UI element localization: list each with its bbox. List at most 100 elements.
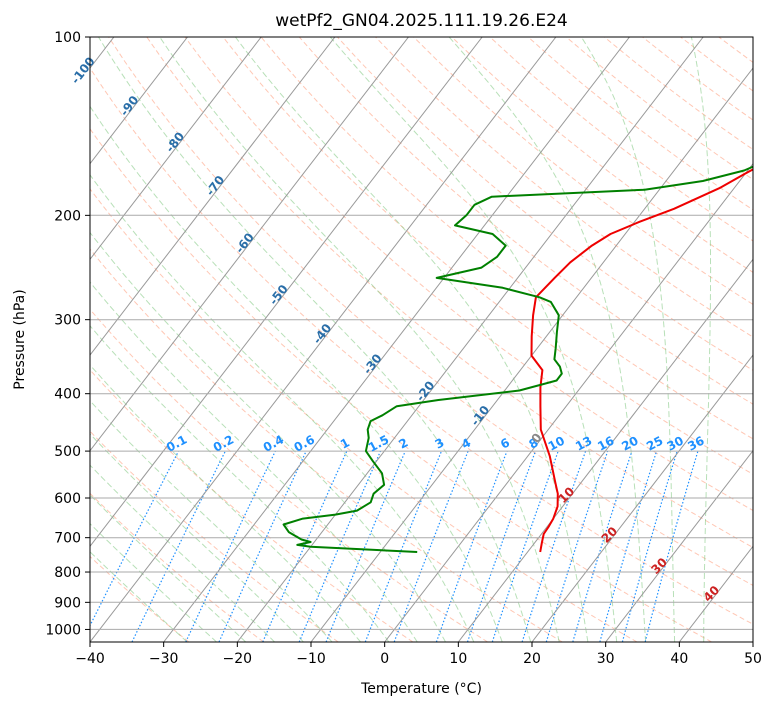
mixing-ratio-line [185,450,276,642]
y-tick-label: 700 [54,531,81,547]
isotherm-line [90,37,262,261]
y-axis: 100 200 300 400 500 600 700 800 900 1000 [45,30,90,638]
mixing-ratio-label: 1 [338,435,352,451]
y-tick-label: 600 [54,491,81,507]
dry-adiabat-line [565,37,753,181]
mixing-ratio-line [435,450,508,642]
series-layer [282,165,753,553]
isotherm-line [457,258,753,642]
isotherm-line [384,162,753,642]
dry-adiabat-line [298,37,753,405]
moist-adiabat-line [90,281,418,642]
mixing-ratio-label: 2 [396,435,410,451]
chart-title: wetPf2_GN04.2025.111.19.26.E24 [275,11,567,31]
x-axis-label: Temperature (°C) [360,681,482,697]
dry-adiabat-line [90,492,264,642]
moist-adiabat-label: 30 [648,555,670,577]
plot-frame [89,36,754,643]
isotherm-line [531,354,753,642]
isotherm-line [90,37,409,452]
x-tick-label: 20 [523,651,541,667]
moist-adiabat-line [90,494,247,642]
moist-adiabat-line [90,551,188,642]
mixing-ratio-line [393,450,469,642]
mixing-ratio-line [218,450,307,642]
mixing-ratio-line [545,450,609,642]
moist-adiabat-line [90,325,390,642]
x-tick-label: −10 [296,651,326,667]
dry-adiabat-line [757,37,775,642]
x-tick-label: 0 [380,651,389,667]
dry-adiabat-line [90,127,712,642]
dry-adiabat-line [718,37,753,63]
mixing-ratio-line [466,450,537,642]
y-tick-label: 500 [54,444,81,460]
isotherm-line [163,37,630,642]
dry-adiabat-line [222,37,753,475]
mixing-ratio-line [491,450,559,642]
dry-adiabat-line [642,37,753,121]
dry-adiabat-line [90,188,638,642]
dewpoint-profile-line [282,165,753,553]
temperature-profile-line [530,168,753,553]
dry-adiabat-line [680,37,753,92]
x-tick-label: 50 [744,651,762,667]
mixing-ratio-label: 20 [619,433,640,453]
moist-adiabat-line [90,364,361,642]
x-tick-label: 10 [449,651,467,667]
dry-adiabat-line [90,67,753,625]
moist-adiabat-line [159,37,560,642]
isotherm-line [90,37,188,165]
dry-adiabat-line [90,369,414,642]
isotherm-line [236,37,704,642]
moist-adiabat-line [690,37,712,642]
isotherm-label: -60 [233,230,257,256]
moist-adiabat-line [329,37,618,642]
y-tick-label: 800 [54,565,81,581]
grid-layer [90,37,775,642]
isotherm-line [90,37,336,356]
dry-adiabat-line [375,37,753,338]
dry-adiabat-line [146,37,753,549]
moist-adiabat-label: 10 [556,484,578,506]
y-tick-label: 200 [54,208,81,224]
moist-adiabat-line [90,231,446,642]
mixing-ratio-line [521,450,587,642]
mixing-ratio-line [621,450,678,642]
moist-adiabat-line [90,105,503,642]
y-axis-label: Pressure (hPa) [12,289,28,389]
moist-adiabat-line [90,522,217,642]
isotherm-line [605,449,753,642]
isotherm-label: -50 [266,282,290,308]
isotherm-line [752,641,753,642]
x-tick-label: −40 [75,651,105,667]
dry-adiabat-line [260,37,753,440]
isotherm-line [90,37,483,548]
mixing-ratio-line [599,450,658,642]
mixing-ratio-line [90,450,180,628]
moist-adiabat-line [90,400,333,642]
mixing-ratio-label: 13 [573,433,594,453]
y-tick-label: 1000 [45,622,81,638]
moist-adiabat-line [580,37,676,642]
dry-adiabat-line [90,308,488,642]
y-tick-label: 300 [54,313,81,329]
isotherm-line [678,545,753,642]
mixing-ratio-label: 25 [644,433,665,453]
dry-adiabat-line [184,37,753,512]
mixing-ratio-line [131,450,226,642]
mixing-ratio-label: 6 [498,435,512,451]
isotherm-line [310,67,753,642]
x-tick-label: −30 [149,651,179,667]
isotherm-label: -100 [68,54,98,86]
dry-adiabat-line [527,37,753,211]
moist-adiabat-line [90,174,475,642]
dry-adiabat-line [413,37,753,305]
x-tick-label: −20 [223,651,253,667]
mixing-ratio-label: 4 [459,435,473,451]
y-tick-label: 100 [54,30,81,46]
moist-adiabat-line [448,37,647,642]
mixing-ratio-line [298,450,382,642]
mixing-ratio-label: 30 [665,433,686,453]
